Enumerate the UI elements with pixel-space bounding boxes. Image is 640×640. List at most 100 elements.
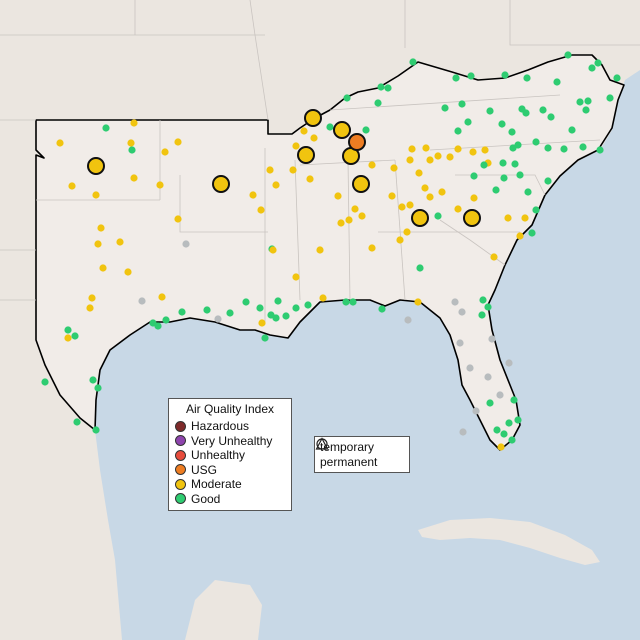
legend-row-good: Good: [175, 492, 285, 507]
monitor-marker: [178, 308, 186, 316]
monitor-marker: [128, 146, 136, 154]
monitor-marker: [409, 58, 417, 66]
monitor-marker: [490, 253, 498, 261]
monitor-marker: [261, 334, 269, 342]
monitor-marker: [522, 109, 530, 117]
monitor-marker: [456, 339, 464, 347]
monitor-marker: [158, 293, 166, 301]
monitor-type-legend: temporary permanent: [314, 436, 410, 473]
monitor-marker: [343, 94, 351, 102]
monitor-marker-large: [87, 157, 105, 175]
monitor-marker: [138, 297, 146, 305]
monitor-marker: [326, 123, 334, 131]
monitor-marker: [408, 145, 416, 153]
monitor-marker: [162, 316, 170, 324]
monitor-marker: [467, 72, 475, 80]
monitor-marker: [582, 106, 590, 114]
monitor-marker: [576, 98, 584, 106]
monitor-marker: [516, 171, 524, 179]
monitor-marker: [470, 172, 478, 180]
aqi-legend: Air Quality Index Hazardous Very Unhealth…: [168, 398, 292, 511]
monitor-marker: [504, 214, 512, 222]
monitor-marker: [406, 201, 414, 209]
monitor-marker: [64, 334, 72, 342]
monitor-marker: [337, 219, 345, 227]
monitor-marker: [446, 153, 454, 161]
monitor-marker: [88, 294, 96, 302]
monitor-marker: [292, 142, 300, 150]
monitor-marker: [154, 322, 162, 330]
monitor-marker: [272, 181, 280, 189]
monitor-marker: [472, 407, 480, 415]
monitor-marker: [511, 160, 519, 168]
legend-row-permanent: permanent: [315, 437, 404, 470]
monitor-marker: [203, 306, 211, 314]
monitor-marker: [484, 303, 492, 311]
monitor-marker: [454, 205, 462, 213]
monitor-marker: [524, 188, 532, 196]
monitor-marker: [86, 304, 94, 312]
monitor-marker: [345, 216, 353, 224]
monitor-marker: [316, 246, 324, 254]
legend-label-temporary: temporary: [320, 440, 375, 455]
monitor-marker: [130, 174, 138, 182]
monitor-marker: [99, 264, 107, 272]
monitor-marker: [521, 214, 529, 222]
legend-row-very-unhealthy: Very Unhealthy: [175, 434, 285, 449]
monitor-marker-large: [352, 175, 370, 193]
monitor-marker: [374, 99, 382, 107]
monitor-marker: [492, 186, 500, 194]
monitor-marker: [94, 384, 102, 392]
legend-swatch: [175, 493, 186, 505]
monitor-marker: [539, 106, 547, 114]
monitor-marker: [500, 174, 508, 182]
monitor-marker: [73, 418, 81, 426]
legend-swatch: [175, 435, 186, 447]
monitor-marker: [319, 294, 327, 302]
monitor-marker: [564, 51, 572, 59]
monitor-marker: [310, 134, 318, 142]
monitor-marker: [269, 246, 277, 254]
monitor-marker: [266, 166, 274, 174]
region-southeast: [35, 54, 625, 451]
monitor-marker: [97, 224, 105, 232]
monitor-marker: [532, 206, 540, 214]
monitor-marker: [362, 126, 370, 134]
legend-label-permanent: permanent: [320, 454, 378, 469]
monitor-marker-large: [297, 146, 315, 164]
monitor-marker: [351, 205, 359, 213]
monitor-marker: [514, 141, 522, 149]
monitor-marker: [416, 264, 424, 272]
monitor-marker: [300, 127, 308, 135]
monitor-marker: [368, 161, 376, 169]
monitor-marker: [242, 298, 250, 306]
legend-swatch: [175, 478, 186, 490]
monitor-marker: [516, 232, 524, 240]
monitor-marker-large: [333, 121, 351, 139]
monitor-marker: [426, 193, 434, 201]
monitor-marker: [68, 182, 76, 190]
monitor-marker: [292, 273, 300, 281]
monitor-marker-large: [348, 133, 366, 151]
legend-row-unhealthy: Unhealthy: [175, 448, 285, 463]
monitor-marker: [415, 169, 423, 177]
monitor-marker: [292, 304, 300, 312]
monitor-marker: [334, 192, 342, 200]
monitor-marker: [496, 391, 504, 399]
monitor-marker: [588, 64, 596, 72]
triangle-icon: [315, 437, 329, 450]
legend-row-usg: USG: [175, 463, 285, 478]
monitor-marker: [505, 419, 513, 427]
monitor-marker: [127, 139, 135, 147]
monitor-marker: [454, 145, 462, 153]
monitor-marker: [498, 120, 506, 128]
monitor-marker: [434, 152, 442, 160]
monitor-marker: [89, 376, 97, 384]
monitor-marker: [596, 146, 604, 154]
legend-label: Unhealthy: [191, 448, 246, 463]
monitor-marker: [481, 146, 489, 154]
monitor-marker: [422, 144, 430, 152]
land-yucatan: [185, 580, 262, 640]
